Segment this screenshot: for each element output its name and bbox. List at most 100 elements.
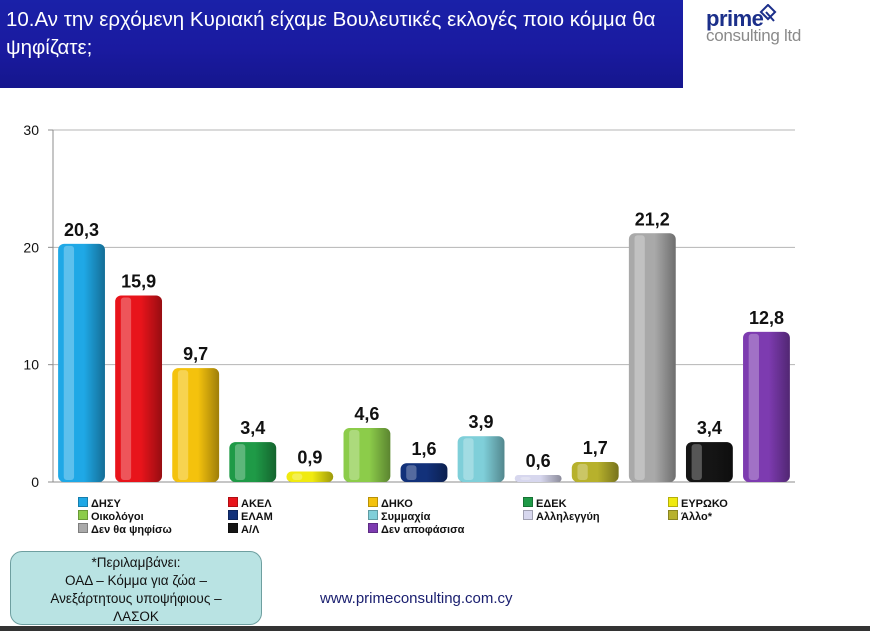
- chart-legend: ΔΗΣΥ ΑΚΕΛ ΔΗΚΟ ΕΔΕΚ ΕΥΡΩΚΟ Οικολόγοι ΕΛΑΜ Συμμα…: [78, 497, 798, 543]
- legend-swatch: [368, 523, 378, 533]
- data-label: 3,4: [697, 418, 722, 438]
- legend-label: Α/Λ: [241, 524, 260, 536]
- legend-item: ΔΗΚΟ: [368, 497, 413, 511]
- legend-item: ΔΗΣΥ: [78, 497, 121, 511]
- legend-label: Δεν αποφάσισα: [381, 524, 465, 536]
- bar-highlight: [234, 444, 246, 480]
- bar-ΔΗΚΟ: [172, 368, 220, 482]
- bar-ΔΗΣΥ: [58, 243, 105, 482]
- bar-highlight: [177, 370, 189, 480]
- logo-diamond-icon: [759, 4, 777, 22]
- y-tick-label: 10: [23, 357, 39, 373]
- data-label: 1,6: [411, 439, 436, 459]
- legend-swatch: [368, 510, 378, 520]
- legend-label: ΕΥΡΩΚΟ: [681, 498, 728, 510]
- legend-item: Άλλο*: [668, 510, 712, 524]
- bar-highlight: [120, 297, 132, 480]
- data-label: 0,6: [526, 451, 551, 471]
- bar-ΑΚΕΛ: [115, 295, 163, 482]
- data-label: 3,4: [240, 418, 265, 438]
- data-labels: 20,3 15,9 9,7 3,4 0,9 4,6 1,6 3,9 0,6 1,7 21,2 3,4 1…: [64, 209, 784, 471]
- bar-Οικολόγοι: [343, 428, 391, 482]
- bar-highlight: [406, 465, 417, 480]
- legend-label: ΔΗΚΟ: [381, 498, 413, 510]
- bar-highlight: [292, 473, 303, 480]
- bar-shade: [743, 331, 790, 482]
- legend-label: ΔΗΣΥ: [91, 498, 121, 510]
- legend-swatch: [523, 510, 533, 520]
- data-label: 15,9: [121, 271, 156, 291]
- legend-label: ΕΔΕΚ: [536, 498, 567, 510]
- bar-highlight: [634, 235, 645, 480]
- bar-shade: [685, 442, 733, 482]
- bar-highlight: [349, 430, 360, 480]
- bar-chart: 0 10 20 30 20,3 15,9 9,7 3,4 0,9 4,6 1,6 3,9 0,6 1,7…: [23, 122, 795, 490]
- legend-swatch: [228, 523, 238, 533]
- logo-consulting-text: consulting ltd: [706, 26, 802, 45]
- website-link[interactable]: www.primeconsulting.com.cy: [320, 590, 513, 607]
- legend-item: Συμμαχία: [368, 510, 430, 524]
- y-tick-label: 20: [23, 239, 39, 255]
- legend-item: ΕΛΑΜ: [228, 510, 273, 524]
- footnote-line-4: ΛΑΣΟΚ: [113, 609, 159, 624]
- bar-shade: [514, 474, 562, 482]
- legend-label: Άλλο*: [681, 511, 713, 523]
- bar-shade: [571, 462, 619, 482]
- legend-label: Αλληλεγγύη: [536, 511, 600, 523]
- footnote-line-3: Ανεξάρτητους υποψήφιους –: [50, 591, 222, 606]
- footnote-line-1: *Περιλαμβάνει:: [91, 555, 181, 570]
- legend-swatch: [368, 497, 378, 507]
- bar-shade: [457, 436, 505, 482]
- data-label: 4,6: [354, 404, 379, 424]
- bar-Αλληλεγγύη: [514, 474, 562, 482]
- bar-ΕΥΡΩΚΟ: [286, 471, 334, 482]
- footnote-line-2: ΟΑΔ – Κόμμα για ζώα –: [65, 573, 207, 588]
- bar-shade: [400, 463, 448, 482]
- data-label: 9,7: [183, 344, 208, 364]
- legend-swatch: [228, 510, 238, 520]
- legend-label: Οικολόγοι: [91, 511, 144, 523]
- legend-swatch: [668, 510, 678, 520]
- bar-highlight: [463, 438, 474, 480]
- bar-Συμμαχία: [457, 436, 505, 482]
- bar-highlight: [577, 464, 588, 480]
- legend-swatch: [523, 497, 533, 507]
- grid-lines: [53, 129, 795, 483]
- legend-label: ΑΚΕΛ: [241, 498, 272, 510]
- data-label: 20,3: [64, 220, 99, 240]
- bar-shade: [115, 295, 163, 482]
- legend-swatch: [228, 497, 238, 507]
- title-banner: 10.Αν την ερχόμενη Κυριακή είχαμε Βουλευ…: [0, 0, 683, 88]
- legend-item: Αλληλεγγύη: [523, 510, 600, 524]
- bar-Α/Λ: [685, 442, 733, 482]
- bar-shade: [343, 428, 391, 482]
- legend-swatch: [78, 497, 88, 507]
- bar-Δεν θα ψηφίσω: [628, 233, 676, 482]
- data-label: 1,7: [583, 438, 608, 458]
- data-label: 21,2: [635, 209, 670, 229]
- bottom-divider: [0, 626, 870, 631]
- legend-swatch: [668, 497, 678, 507]
- bar-shade: [58, 243, 105, 482]
- legend-item: Δεν αποφάσισα: [368, 523, 464, 537]
- legend-item: Δεν θα ψηφίσω: [78, 523, 172, 537]
- legend-item: ΕΥΡΩΚΟ: [668, 497, 728, 511]
- logo-prime-text: prime: [706, 6, 764, 31]
- data-label: 12,8: [749, 308, 784, 328]
- bar-highlight: [691, 444, 702, 480]
- company-logo: prime consulting ltd: [706, 4, 856, 54]
- bar-shade: [628, 233, 676, 482]
- y-axis: 0 10 20 30: [23, 122, 54, 490]
- bar-highlight: [520, 476, 531, 480]
- legend-swatch: [78, 510, 88, 520]
- y-tick-label: 0: [31, 474, 39, 490]
- legend-item: Οικολόγοι: [78, 510, 144, 524]
- chart-title: 10.Αν την ερχόμενη Κυριακή είχαμε Βουλευ…: [6, 8, 656, 59]
- legend-item: Α/Λ: [228, 523, 259, 537]
- bar-Δεν αποφάσισα: [743, 331, 790, 482]
- bar-shade: [229, 442, 277, 482]
- legend-swatch: [78, 523, 88, 533]
- legend-label: Συμμαχία: [381, 511, 431, 523]
- legend-item: ΕΔΕΚ: [523, 497, 567, 511]
- footnote-box: *Περιλαμβάνει: ΟΑΔ – Κόμμα για ζώα – Ανε…: [10, 551, 262, 625]
